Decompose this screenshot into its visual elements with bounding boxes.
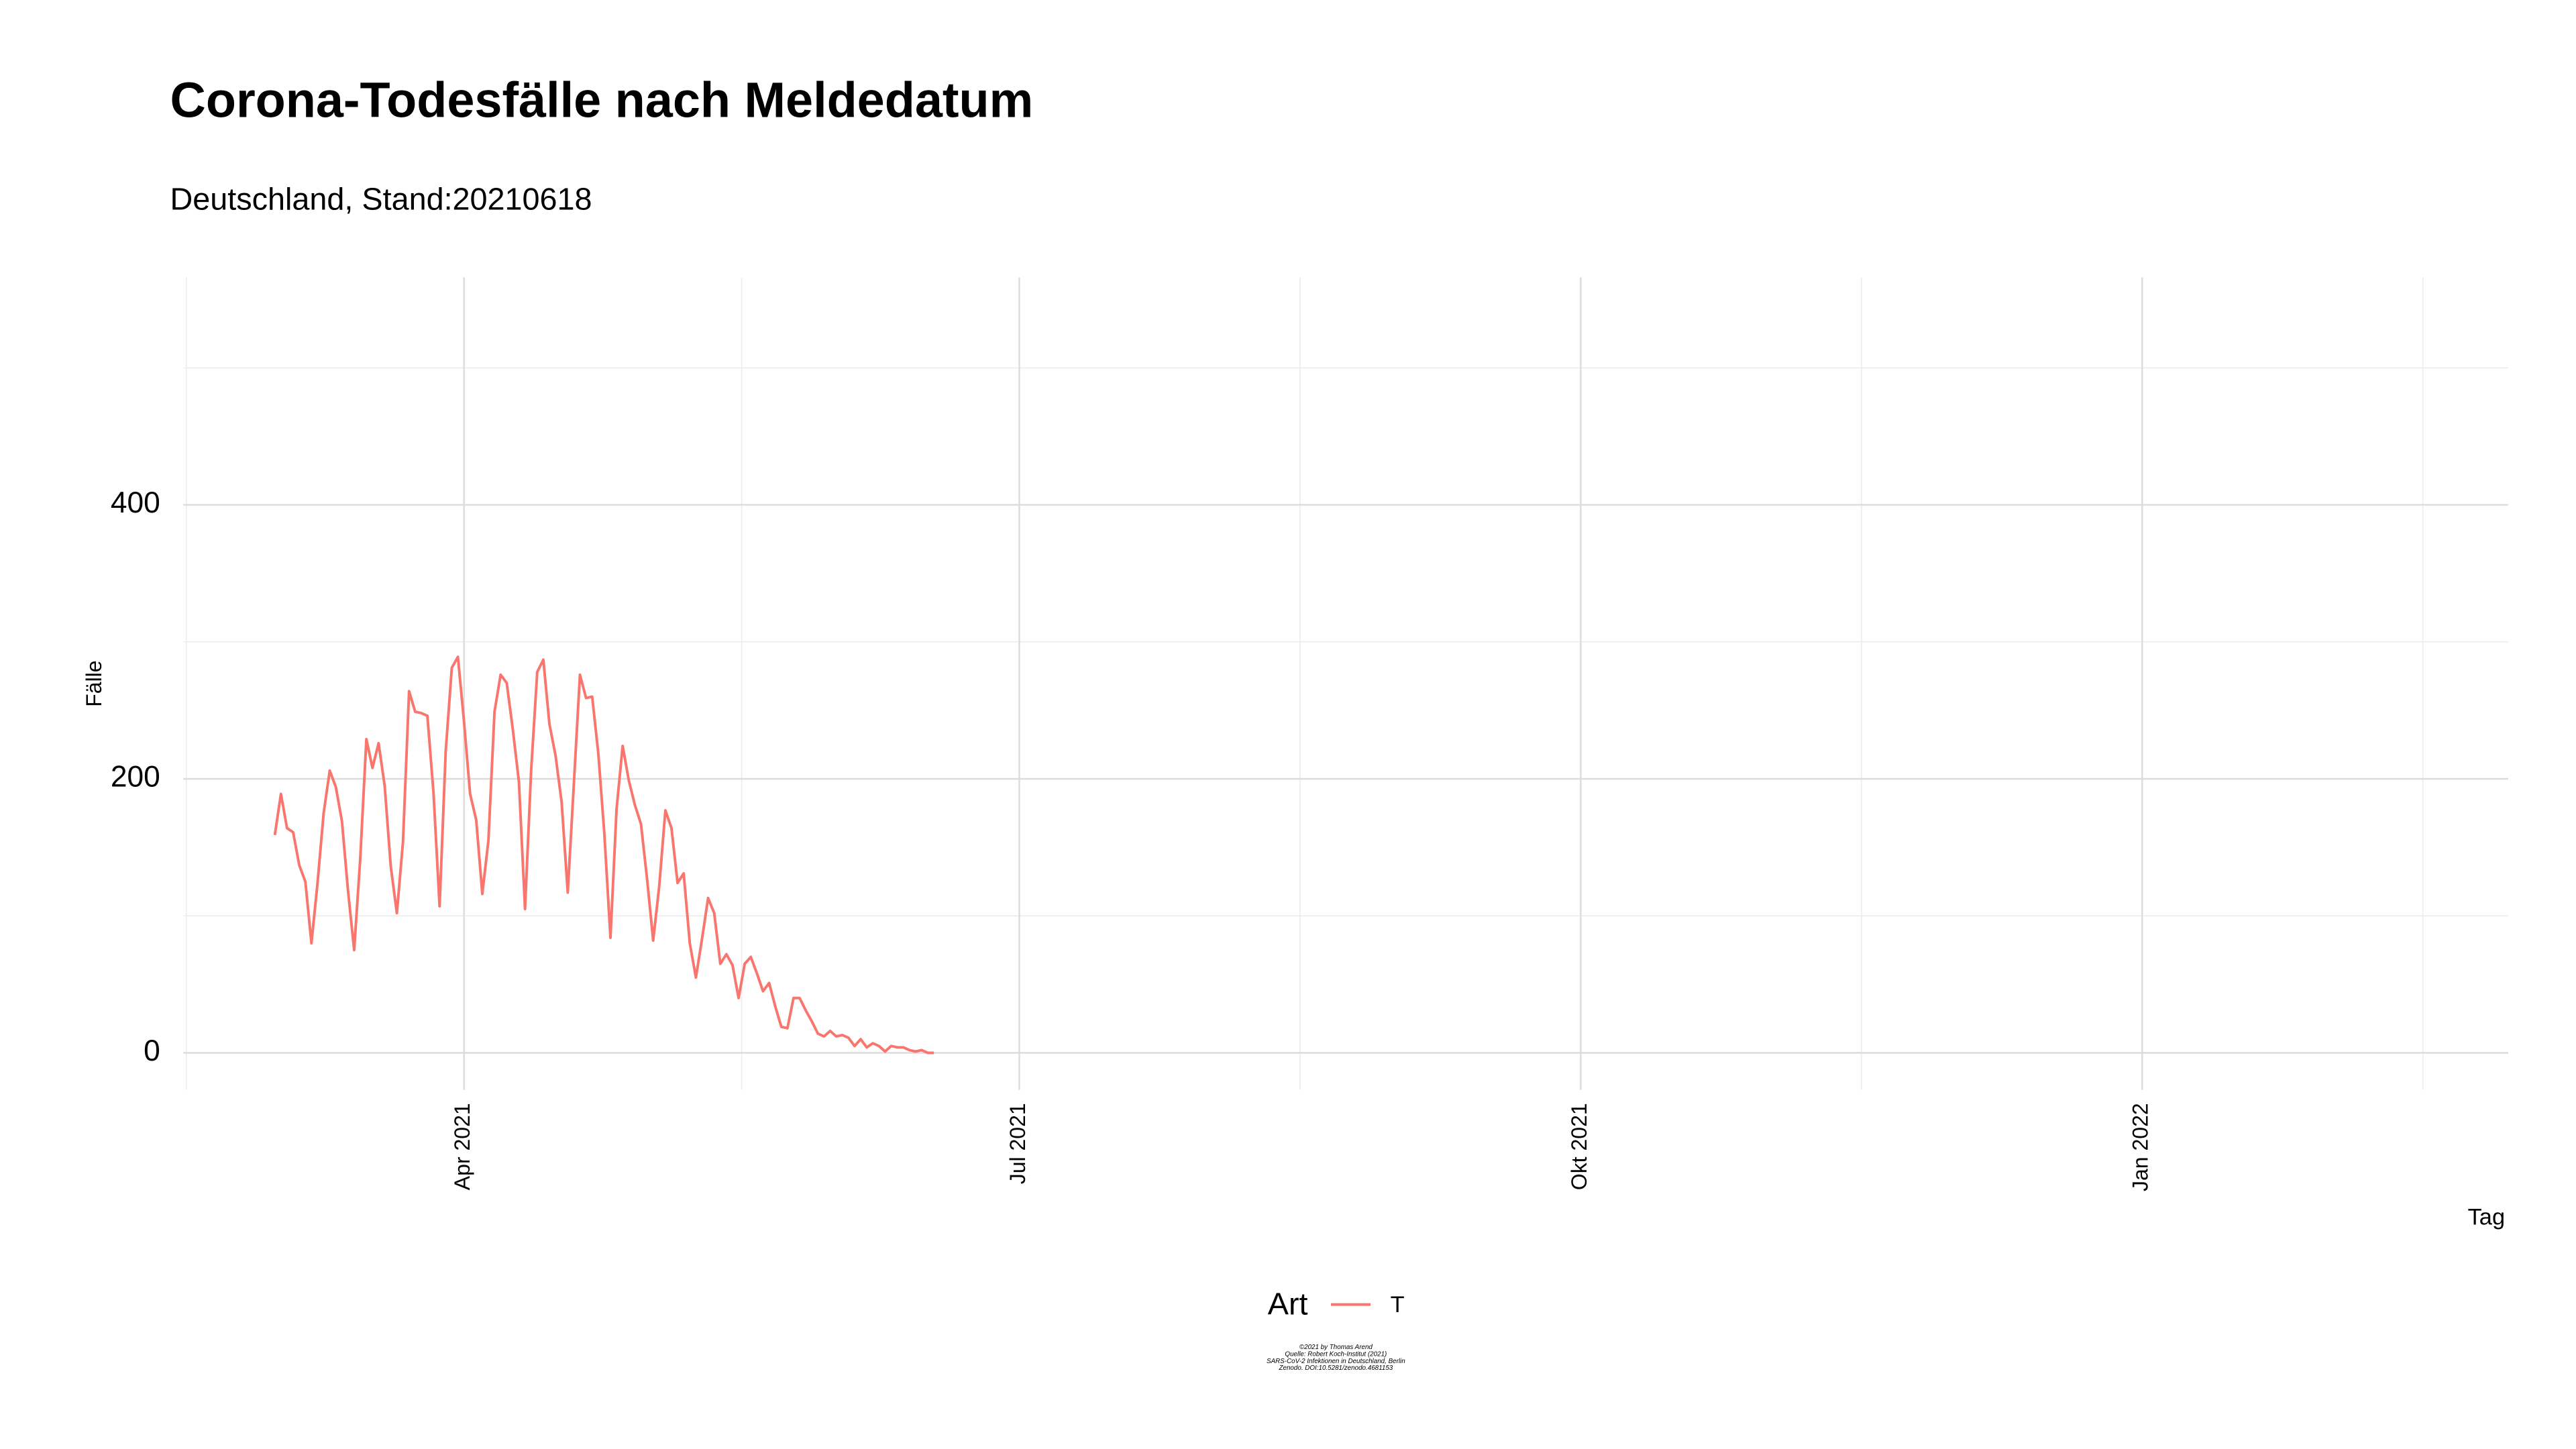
caption-line: SARS-CoV-2 Infektionen in Deutschland, B… <box>1267 1358 1405 1365</box>
chart-title: Corona-Todesfälle nach Meldedatum <box>170 72 1034 128</box>
legend-title: Art <box>1268 1286 1308 1321</box>
caption-line: ©2021 by Thomas Arend <box>1299 1344 1373 1351</box>
y-axis-title: Fälle <box>82 660 106 706</box>
caption-line: Zenodo. DOI:10.5281/zenodo.4681153 <box>1279 1364 1393 1372</box>
y-tick-label: 400 <box>111 486 160 519</box>
x-tick-label: Okt 2021 <box>1567 1103 1591 1190</box>
x-tick-label: Apr 2021 <box>450 1103 474 1190</box>
caption-line: Quelle: Robert Koch-Institut (2021) <box>1285 1351 1387 1358</box>
x-tick-label: Jul 2021 <box>1006 1103 1030 1184</box>
y-tick-label: 200 <box>111 761 160 794</box>
y-tick-label: 0 <box>144 1034 160 1067</box>
data-line <box>273 655 934 1055</box>
chart-subtitle: Deutschland, Stand:20210618 <box>170 182 592 217</box>
x-tick-label: Jan 2022 <box>2129 1103 2153 1191</box>
legend-label: T <box>1391 1292 1405 1318</box>
x-axis-title: Tag <box>2468 1205 2506 1230</box>
